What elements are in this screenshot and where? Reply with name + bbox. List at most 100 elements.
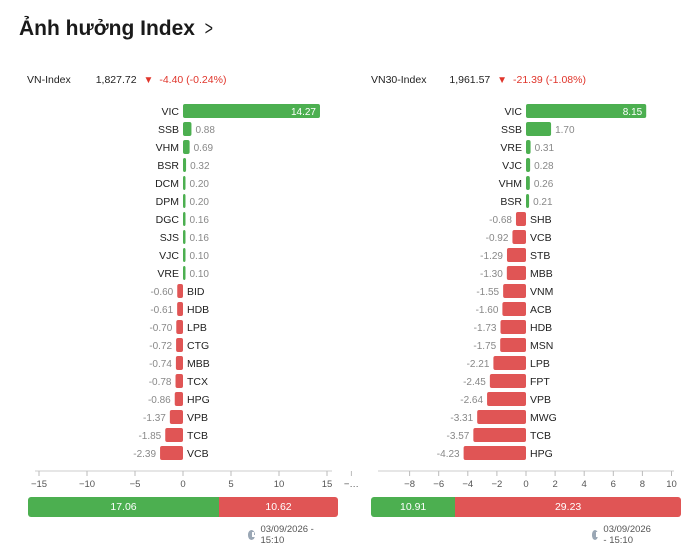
- category-label: HDB: [187, 304, 209, 316]
- bar-stb[interactable]: [506, 248, 526, 262]
- vn30-panel: VN30-Index 1,961.57 ▼ -21.39 (-1.08%) VI…: [0, 0, 681, 546]
- category-label: HDB: [530, 322, 552, 334]
- category-label: VHM: [499, 178, 522, 190]
- bar-ssb[interactable]: [183, 122, 192, 136]
- value-label: -1.37: [143, 413, 166, 424]
- bar-vjc[interactable]: [526, 158, 531, 172]
- x-tick-label: 0: [523, 479, 528, 490]
- clock-icon: [248, 530, 256, 540]
- value-label: 0.20: [190, 197, 210, 208]
- x-tick-label: 6: [611, 479, 616, 490]
- category-label: VCB: [187, 448, 209, 460]
- bar-lpb[interactable]: [176, 320, 183, 334]
- index-value: 1,961.57: [449, 74, 491, 86]
- x-tick-label: −…: [344, 479, 359, 490]
- bar-mbb[interactable]: [175, 356, 183, 370]
- category-label: STB: [530, 250, 550, 262]
- value-label: 8.15: [623, 107, 643, 118]
- bar-shb[interactable]: [515, 212, 526, 226]
- value-label: -0.60: [150, 287, 173, 298]
- bar-vre[interactable]: [526, 140, 531, 154]
- bar-vpb[interactable]: [487, 392, 526, 406]
- category-label: BSR: [157, 160, 179, 172]
- category-label: SHB: [530, 214, 552, 226]
- value-label: -3.57: [447, 431, 470, 442]
- bar-vhm[interactable]: [526, 176, 530, 190]
- category-label: LPB: [530, 358, 550, 370]
- value-label: 14.27: [291, 107, 316, 118]
- value-label: -0.68: [489, 215, 512, 226]
- index-change: -21.39 (-1.08%): [513, 74, 586, 86]
- bar-vnm[interactable]: [503, 284, 526, 298]
- bar-dcm[interactable]: [183, 176, 186, 190]
- value-label: -0.92: [486, 233, 509, 244]
- bar-mwg[interactable]: [477, 410, 526, 424]
- value-label: 0.16: [190, 215, 210, 226]
- category-label: SSB: [158, 124, 179, 136]
- value-label: -2.45: [463, 377, 486, 388]
- bar-hdb[interactable]: [500, 320, 526, 334]
- bar-vic[interactable]: [183, 104, 320, 118]
- category-label: VPB: [187, 412, 208, 424]
- positive-total: 10.91: [371, 497, 456, 517]
- bar-bsr[interactable]: [526, 194, 530, 208]
- bar-fpt[interactable]: [489, 374, 526, 388]
- bar-bid[interactable]: [177, 284, 183, 298]
- value-label: 0.10: [190, 251, 210, 262]
- bar-tcb[interactable]: [165, 428, 183, 442]
- bar-vhm[interactable]: [183, 140, 190, 154]
- category-label: TCB: [530, 430, 551, 442]
- bar-vpb[interactable]: [169, 410, 183, 424]
- x-tick-label: −5: [130, 479, 141, 490]
- index-header: VN-Index 1,827.72 ▼ -4.40 (-0.24%): [27, 74, 226, 86]
- category-label: MBB: [530, 268, 553, 280]
- page-title[interactable]: Ảnh hưởng Index >: [19, 17, 215, 41]
- category-label: DCM: [155, 178, 179, 190]
- index-value: 1,827.72: [95, 74, 137, 86]
- value-label: -0.74: [149, 359, 172, 370]
- bar-lpb[interactable]: [493, 356, 526, 370]
- x-tick-label: 8: [640, 479, 645, 490]
- bar-msn[interactable]: [500, 338, 526, 352]
- positive-total: 17.06: [28, 497, 220, 517]
- bar-tcb[interactable]: [473, 428, 526, 442]
- bar-bsr[interactable]: [183, 158, 187, 172]
- bar-ctg[interactable]: [176, 338, 183, 352]
- bar-vre[interactable]: [183, 266, 186, 280]
- x-tick-label: −10: [79, 479, 95, 490]
- bar-vcb[interactable]: [160, 446, 183, 460]
- bar-sjs[interactable]: [183, 230, 186, 244]
- chevron-right-icon[interactable]: >: [204, 17, 213, 40]
- category-label: VRE: [500, 142, 522, 154]
- category-label: TCB: [187, 430, 208, 442]
- bar-hpg[interactable]: [174, 392, 183, 406]
- value-label: -2.64: [460, 395, 483, 406]
- bar-vic[interactable]: [526, 104, 647, 118]
- x-tick-label: −8: [404, 479, 415, 490]
- category-label: BID: [187, 286, 205, 298]
- category-label: HPG: [530, 448, 553, 460]
- category-label: HPG: [187, 394, 210, 406]
- bar-hdb[interactable]: [177, 302, 183, 316]
- category-label: LPB: [187, 322, 207, 334]
- x-tick-label: 10: [666, 479, 677, 490]
- bar-vjc[interactable]: [183, 248, 186, 262]
- bar-dpm[interactable]: [183, 194, 186, 208]
- bar-acb[interactable]: [502, 302, 526, 316]
- value-label: -0.70: [149, 323, 172, 334]
- value-label: -1.85: [138, 431, 161, 442]
- x-tick-label: −2: [491, 479, 502, 490]
- bar-ssb[interactable]: [526, 122, 552, 136]
- bar-tcx[interactable]: [175, 374, 183, 388]
- value-label: -1.30: [480, 269, 503, 280]
- value-label: 1.70: [555, 125, 575, 136]
- bar-dgc[interactable]: [183, 212, 186, 226]
- page-title-text[interactable]: Ảnh hưởng Index: [19, 17, 195, 40]
- bar-vcb[interactable]: [512, 230, 526, 244]
- value-label: -1.73: [474, 323, 497, 334]
- down-arrow-icon: ▼: [497, 75, 508, 86]
- breadth-bar: 10.91 29.23: [371, 497, 681, 517]
- bar-mbb[interactable]: [506, 266, 526, 280]
- category-label: MSN: [530, 340, 553, 352]
- bar-hpg[interactable]: [463, 446, 526, 460]
